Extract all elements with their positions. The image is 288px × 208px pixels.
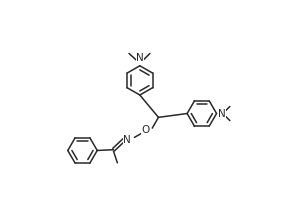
Text: N: N [123,135,130,145]
Text: N: N [136,53,144,63]
Text: O: O [141,125,149,135]
Text: N: N [218,109,226,119]
